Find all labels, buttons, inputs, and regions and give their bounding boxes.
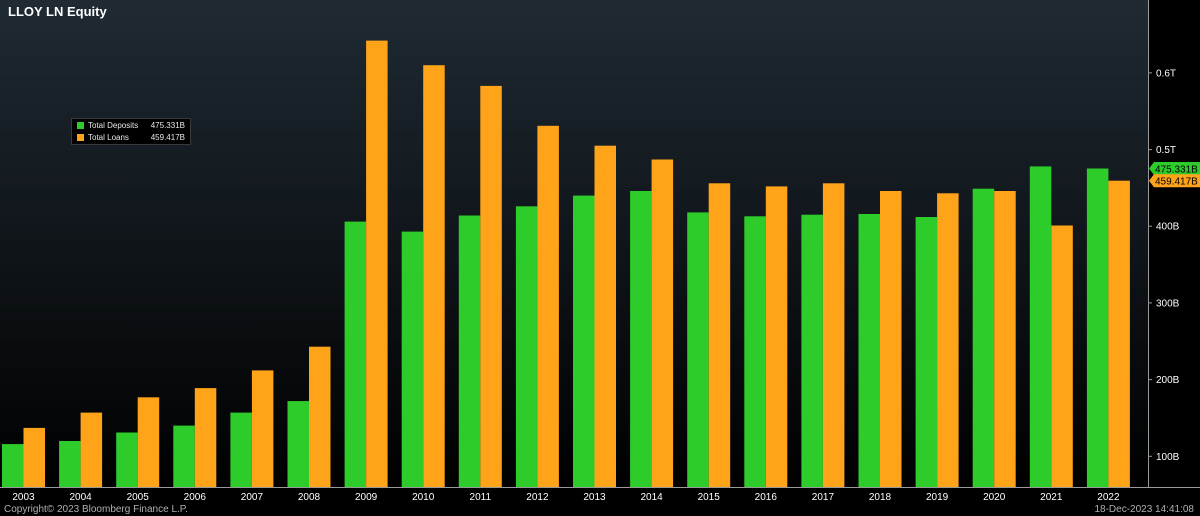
x-tick-label: 2015	[698, 492, 721, 503]
last-value-tag-label: 475.331B	[1155, 164, 1198, 175]
bar-deposits-2009	[344, 221, 367, 487]
legend-value: 459.417B	[150, 133, 185, 142]
x-tick-label: 2021	[1040, 492, 1063, 503]
y-tick-label: 300B	[1156, 298, 1180, 309]
bar-loans-2003	[23, 427, 45, 487]
y-tick-label: 200B	[1156, 375, 1180, 386]
x-tick-label: 2003	[12, 492, 35, 503]
bar-deposits-2013	[573, 195, 595, 487]
bar-deposits-2006	[173, 425, 195, 487]
bar-deposits-2014	[630, 191, 652, 487]
bar-loans-2004	[80, 412, 103, 487]
y-tick-label: 100B	[1156, 452, 1180, 463]
bar-loans-2010	[423, 65, 445, 487]
x-tick-label: 2010	[412, 492, 435, 503]
legend-label: Total Loans	[88, 133, 129, 142]
bar-deposits-2010	[401, 231, 424, 487]
x-tick-label: 2017	[812, 492, 835, 503]
x-tick-label: 2008	[298, 492, 321, 503]
x-tick-label: 2013	[583, 492, 606, 503]
last-value-tag-bg	[1149, 174, 1200, 188]
bar-loans-2014	[651, 159, 674, 487]
bar-loans-2007	[251, 370, 274, 487]
bar-deposits-2018	[858, 214, 880, 487]
chart-title: LLOY LN Equity	[8, 4, 107, 19]
bar-loans-2006	[194, 388, 217, 487]
bar-deposits-2022	[1086, 168, 1109, 487]
timestamp-text: 18-Dec-2023 14:41:08	[1094, 504, 1194, 515]
bar-deposits-2019	[915, 217, 938, 487]
y-tick-label: 0.5T	[1156, 145, 1176, 156]
bar-loans-2022	[1108, 180, 1130, 487]
x-tick-label: 2009	[355, 492, 378, 503]
legend: Total Deposits 475.331B Total Loans 459.…	[71, 118, 191, 145]
x-tick-label: 2007	[241, 492, 264, 503]
legend-item-deposits: Total Deposits 475.331B	[72, 120, 190, 131]
bar-deposits-2016	[744, 216, 766, 488]
x-tick-label: 2006	[184, 492, 207, 503]
x-tick-label: 2014	[640, 492, 663, 503]
bar-loans-2008	[309, 346, 331, 487]
bar-loans-2020	[994, 191, 1016, 487]
legend-swatch-deposits	[77, 122, 84, 129]
bar-loans-2017	[822, 183, 845, 488]
y-tick-label: 0.6T	[1156, 68, 1176, 79]
bar-deposits-2004	[59, 441, 81, 487]
last-value-tag-label: 459.417B	[1155, 177, 1198, 188]
x-tick-label: 2011	[470, 492, 492, 503]
bar-deposits-2011	[458, 215, 481, 487]
x-tick-label: 2019	[926, 492, 949, 503]
bar-loans-2021	[1051, 225, 1073, 487]
legend-label: Total Deposits	[88, 121, 139, 130]
x-tick-label: 2022	[1097, 492, 1120, 503]
x-tick-label: 2004	[69, 492, 92, 503]
last-value-tag-loans: 459.417B	[1149, 174, 1200, 188]
last-value-tag-bg	[1149, 162, 1200, 175]
bar-deposits-2021	[1029, 166, 1052, 487]
copyright-text: Copyright© 2023 Bloomberg Finance L.P.	[4, 504, 188, 515]
bar-loans-2012	[537, 125, 559, 488]
last-value-tag-deposits: 475.331B	[1149, 162, 1200, 175]
bar-loans-2019	[937, 193, 959, 488]
bar-loans-2011	[480, 85, 502, 488]
bar-deposits-2017	[801, 214, 823, 487]
x-tick-label: 2005	[127, 492, 150, 503]
bar-loans-2016	[765, 186, 788, 487]
bar-loans-2005	[137, 397, 160, 487]
bar-deposits-2012	[515, 206, 538, 488]
x-tick-label: 2012	[526, 492, 549, 503]
legend-item-loans: Total Loans 459.417B	[72, 132, 190, 143]
bar-loans-2015	[708, 183, 731, 488]
bar-loans-2013	[594, 145, 616, 487]
x-tick-label: 2020	[983, 492, 1006, 503]
bar-deposits-2020	[972, 188, 995, 487]
x-tick-label: 2016	[755, 492, 778, 503]
bar-deposits-2015	[687, 212, 709, 487]
bar-deposits-2008	[287, 401, 309, 487]
legend-swatch-loans	[77, 134, 84, 141]
bar-deposits-2005	[116, 432, 138, 487]
bar-deposits-2003	[2, 444, 24, 487]
x-tick-label: 2018	[869, 492, 892, 503]
bar-loans-2018	[880, 191, 902, 487]
bar-loans-2009	[366, 40, 388, 487]
y-tick-label: 400B	[1156, 222, 1180, 233]
legend-value: 475.331B	[150, 121, 185, 130]
bar-deposits-2007	[230, 412, 252, 487]
